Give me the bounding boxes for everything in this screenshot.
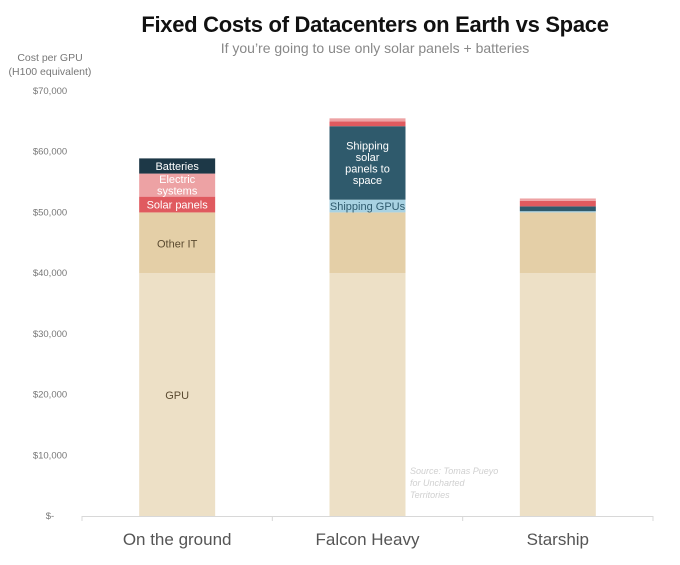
y-tick-label: $50,000 [33, 207, 67, 218]
segment-label: Batteries [155, 161, 199, 173]
bar-segment-other-it [519, 212, 596, 274]
segment-label: Electric systems [157, 174, 198, 198]
bar-segment-batteries [139, 158, 216, 174]
chart-title: Fixed Costs of Datacenters on Earth vs S… [141, 12, 609, 37]
bar-segment-shipping-solar-panels-to-space [519, 206, 596, 212]
segment-label: GPU [165, 390, 189, 402]
x-tick-label: Starship [527, 530, 589, 549]
bar-segment-shipping-gpus [329, 199, 406, 213]
x-tick-label: On the ground [123, 530, 232, 549]
source-line-3: Territories [410, 490, 450, 500]
bar-segment-electric-systems [139, 173, 216, 197]
bars [139, 118, 596, 516]
segment-label: Shipping GPUs [330, 201, 406, 213]
bar-segment-gpu [139, 273, 216, 516]
segment-label: Shipping solar panels to space [345, 141, 390, 188]
bar-segment-other-it [139, 212, 216, 274]
bar-segment-solar-panels [329, 121, 406, 127]
y-axis-label-line-1: Cost per GPU [17, 52, 83, 64]
source-annotation: Source: Tomas Pueyo for Uncharted Territ… [410, 466, 501, 500]
y-tick-label: $70,000 [33, 86, 67, 97]
bar-segment-solar-panels [139, 196, 216, 213]
source-line-1: Source: Tomas Pueyo [410, 466, 498, 476]
y-tick-label: $10,000 [33, 450, 67, 461]
segment-label: Other IT [157, 238, 198, 250]
bar-segment-solar-panels [519, 200, 596, 207]
bar-segment-electric-systems [519, 198, 596, 201]
y-axis-label: Cost per GPU (H100 equivalent) [2, 51, 98, 79]
y-axis-label-line-2: (H100 equivalent) [8, 66, 92, 78]
y-tick-label: $40,000 [33, 268, 67, 279]
y-tick-label: $20,000 [33, 390, 67, 401]
x-axis: On the ground Falcon Heavy Starship [81, 516, 654, 549]
y-axis-ticks: $- $10,000 $20,000 $30,000 $40,000 $50,000 $60… [33, 86, 67, 522]
bar-segment-gpu [329, 273, 406, 516]
source-line-2: for Uncharted [410, 478, 466, 488]
bar-segment-electric-systems [329, 118, 406, 122]
bar-segment-gpu [519, 273, 596, 516]
bar-segment-other-it [329, 212, 406, 274]
bar-segment-shipping-gpus [519, 211, 596, 213]
y-tick-label: $- [46, 511, 54, 522]
x-tick-label: Falcon Heavy [316, 530, 420, 549]
y-tick-label: $60,000 [33, 147, 67, 158]
chart-subtitle: If you’re going to use only solar panels… [220, 40, 530, 56]
bar-segment-shipping-solar-panels-to-space [329, 126, 406, 200]
y-tick-label: $30,000 [33, 329, 67, 340]
segment-label: Solar panels [147, 199, 209, 211]
